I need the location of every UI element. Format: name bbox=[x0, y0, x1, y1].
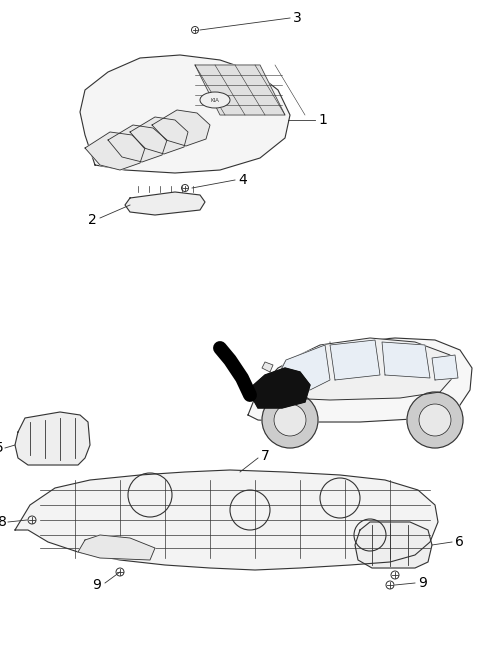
Polygon shape bbox=[262, 362, 273, 372]
Polygon shape bbox=[85, 132, 145, 170]
Polygon shape bbox=[125, 192, 205, 215]
Text: 4: 4 bbox=[238, 173, 247, 187]
Text: 8: 8 bbox=[0, 515, 7, 529]
Text: 9: 9 bbox=[92, 578, 101, 592]
Text: 3: 3 bbox=[293, 11, 302, 25]
Polygon shape bbox=[80, 55, 290, 173]
Circle shape bbox=[274, 404, 306, 436]
Polygon shape bbox=[272, 345, 330, 390]
Text: 6: 6 bbox=[455, 535, 464, 549]
Polygon shape bbox=[15, 470, 438, 570]
Polygon shape bbox=[330, 340, 380, 380]
Text: 5: 5 bbox=[0, 441, 4, 455]
Ellipse shape bbox=[200, 92, 230, 108]
Text: 7: 7 bbox=[261, 449, 270, 463]
Text: 2: 2 bbox=[88, 213, 97, 227]
Polygon shape bbox=[108, 125, 167, 162]
Polygon shape bbox=[432, 355, 458, 380]
Polygon shape bbox=[78, 535, 155, 560]
Polygon shape bbox=[152, 110, 210, 146]
Circle shape bbox=[407, 392, 463, 448]
Text: KIA: KIA bbox=[211, 98, 219, 103]
Circle shape bbox=[419, 404, 451, 436]
Polygon shape bbox=[248, 338, 472, 422]
Polygon shape bbox=[130, 117, 188, 154]
Polygon shape bbox=[382, 342, 430, 378]
Polygon shape bbox=[248, 368, 310, 408]
Polygon shape bbox=[270, 338, 455, 400]
Text: 9: 9 bbox=[418, 576, 427, 590]
Polygon shape bbox=[195, 65, 285, 115]
Polygon shape bbox=[15, 412, 90, 465]
Polygon shape bbox=[355, 522, 432, 568]
Circle shape bbox=[262, 392, 318, 448]
Text: 1: 1 bbox=[318, 113, 327, 127]
